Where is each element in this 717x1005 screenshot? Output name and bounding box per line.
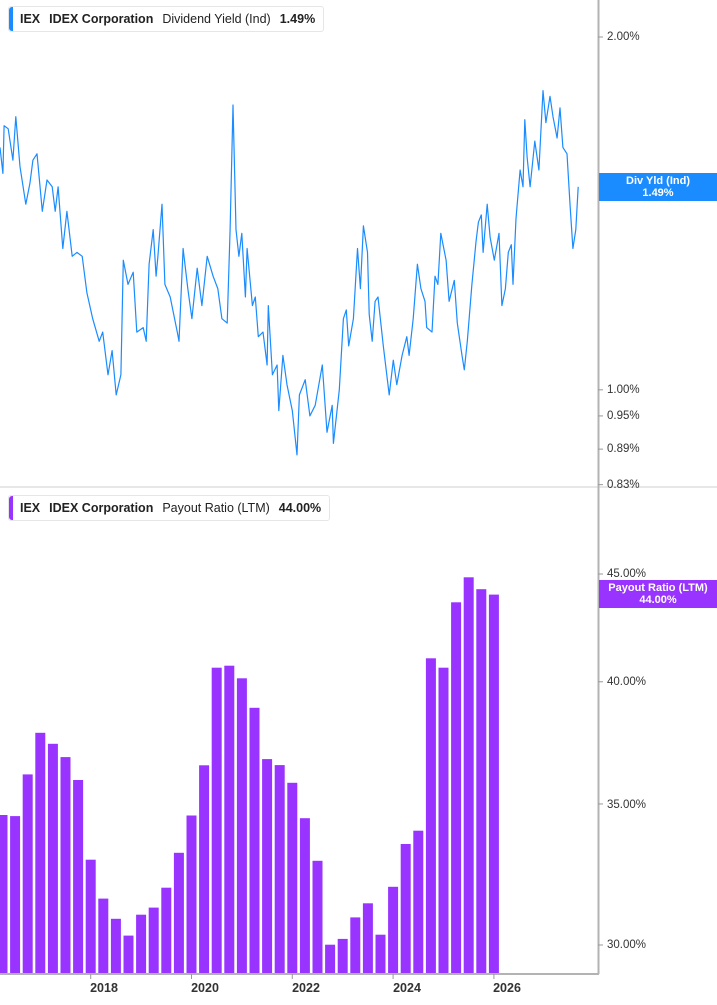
badge-label: Payout Ratio (LTM) bbox=[608, 582, 708, 594]
payout-bar bbox=[199, 765, 210, 973]
y-tick-label: 30.00% bbox=[607, 939, 647, 951]
x-tick-label: 2020 bbox=[191, 981, 219, 995]
payout-bar bbox=[73, 780, 84, 973]
x-tick-label: 2022 bbox=[292, 981, 320, 995]
y-tick-label: 2.00% bbox=[607, 31, 640, 43]
badge-value: 1.49% bbox=[642, 187, 674, 199]
payout-bar bbox=[224, 665, 235, 973]
y-tick-label: 35.00% bbox=[607, 799, 647, 811]
axis-ticks bbox=[90, 36, 603, 979]
payout-bar bbox=[425, 658, 436, 973]
payout-bar bbox=[10, 816, 21, 973]
legend-metric: Dividend Yield (Ind) bbox=[162, 12, 271, 26]
payout-bar bbox=[262, 759, 273, 973]
payout-bar bbox=[22, 774, 33, 973]
payout-bar bbox=[312, 860, 323, 973]
payout-bar bbox=[136, 914, 147, 973]
legend-color-swatch bbox=[9, 7, 13, 31]
badge-value: 44.00% bbox=[639, 594, 677, 606]
dividend-yield-line bbox=[0, 90, 579, 456]
legend-company: IDEX Corporation bbox=[49, 12, 154, 26]
y-tick-label: 0.95% bbox=[607, 410, 640, 422]
payout-bar bbox=[47, 743, 58, 973]
y-tick-label: 0.83% bbox=[607, 479, 640, 491]
payout-bar bbox=[350, 917, 361, 973]
y-tick-label: 45.00% bbox=[607, 568, 647, 580]
payout-bar bbox=[148, 907, 159, 973]
payout-bar bbox=[0, 815, 8, 973]
payout-bar bbox=[173, 852, 184, 973]
payout-bar bbox=[161, 887, 172, 973]
legend-ticker: IEX bbox=[20, 12, 41, 26]
y-tick-label: 1.00% bbox=[607, 384, 640, 396]
payout-bar bbox=[451, 602, 462, 973]
payout-bar bbox=[463, 577, 474, 973]
x-tick-label: 2024 bbox=[393, 981, 421, 995]
y-tick-label: 40.00% bbox=[607, 676, 647, 688]
payout-bar bbox=[211, 667, 222, 973]
payout-bar bbox=[110, 918, 121, 973]
legend-company: IDEX Corporation bbox=[49, 501, 154, 515]
payout-bar bbox=[388, 886, 399, 973]
bottom-legend: IEX IDEX Corporation Payout Ratio (LTM) … bbox=[8, 495, 331, 521]
payout-bar bbox=[438, 667, 449, 973]
payout-bar bbox=[476, 589, 487, 973]
payout-bar bbox=[325, 944, 336, 973]
payout-bars bbox=[0, 577, 499, 973]
payout-bar bbox=[35, 732, 46, 973]
legend-value: 44.00% bbox=[278, 501, 322, 515]
payout-bar bbox=[299, 818, 310, 973]
top-legend: IEX IDEX Corporation Dividend Yield (Ind… bbox=[8, 6, 325, 32]
payout-bar bbox=[274, 765, 285, 973]
current-yield-badge: Div Yld (Ind) 1.49% bbox=[599, 173, 717, 201]
payout-bar bbox=[488, 594, 499, 973]
x-tick-label: 2018 bbox=[90, 981, 118, 995]
payout-bar bbox=[400, 844, 411, 973]
badge-label: Div Yld (Ind) bbox=[626, 175, 690, 187]
legend-ticker: IEX bbox=[20, 501, 41, 515]
legend-metric: Payout Ratio (LTM) bbox=[162, 501, 270, 515]
payout-bar bbox=[85, 859, 96, 973]
legend-value: 1.49% bbox=[279, 12, 316, 26]
payout-bar bbox=[186, 815, 197, 973]
payout-bar bbox=[249, 707, 260, 973]
legend-color-swatch bbox=[9, 496, 13, 520]
payout-bar bbox=[123, 935, 134, 973]
current-payout-badge: Payout Ratio (LTM) 44.00% bbox=[599, 580, 717, 608]
payout-bar bbox=[60, 757, 71, 973]
payout-bar bbox=[287, 782, 298, 973]
payout-bar bbox=[413, 830, 424, 973]
payout-bar bbox=[362, 903, 373, 973]
y-tick-label: 0.89% bbox=[607, 443, 640, 455]
payout-bar bbox=[337, 938, 348, 973]
x-tick-label: 2026 bbox=[493, 981, 521, 995]
payout-bar bbox=[375, 934, 386, 973]
payout-bar bbox=[98, 898, 109, 973]
payout-bar bbox=[236, 678, 247, 973]
